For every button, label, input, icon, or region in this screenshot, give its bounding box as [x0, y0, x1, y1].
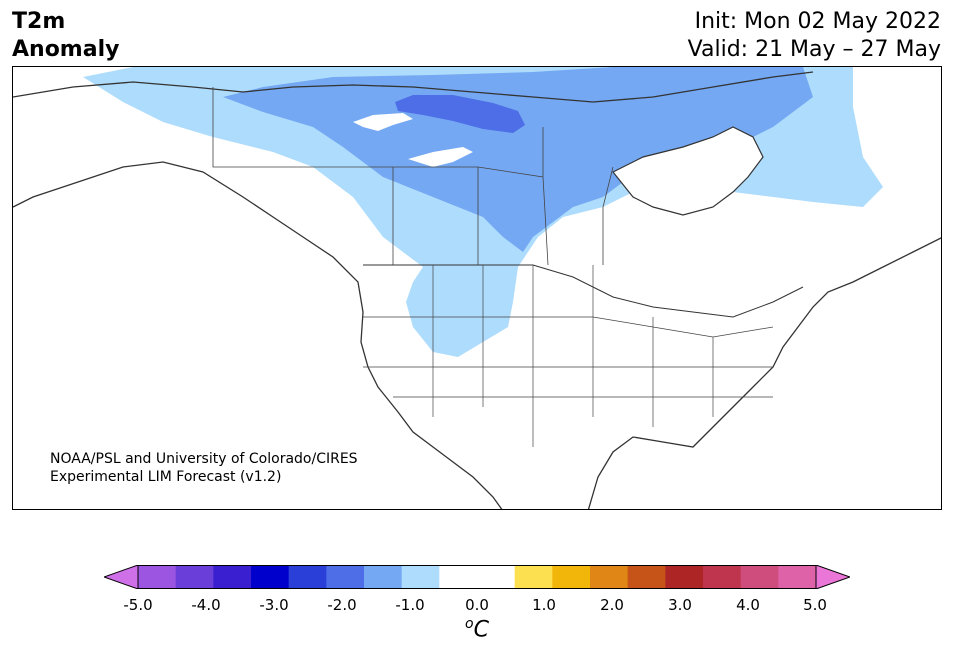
unit-degree: o	[465, 616, 474, 632]
colorbar-cell	[740, 565, 779, 589]
colorbar-cells	[104, 565, 850, 589]
colorbar-cell	[477, 565, 516, 589]
tick-label: -2.0	[327, 596, 357, 614]
map-canvas	[13, 67, 941, 509]
unit-letter: C	[473, 617, 489, 643]
colorbar-cell	[514, 565, 553, 589]
credit-line2: Experimental LIM Forecast (v1.2)	[50, 469, 282, 485]
colorbar-cell	[401, 565, 440, 589]
colorbar-cell	[251, 565, 290, 589]
anomaly-dark-blue	[395, 95, 525, 133]
colorbar-cell	[703, 565, 742, 589]
tick-label: -3.0	[259, 596, 289, 614]
credit-line1: NOAA/PSL and University of Colorado/CIRE…	[50, 451, 358, 467]
colorbar-cell	[439, 565, 478, 589]
tick-label: 3.0	[668, 596, 692, 614]
arctic-coast	[13, 71, 814, 103]
colorbar-cell	[665, 565, 704, 589]
colorbar-extend-high	[815, 565, 850, 589]
colorbar-cell	[590, 565, 629, 589]
great-bear-lake	[353, 113, 413, 131]
colorbar	[104, 565, 850, 589]
map-title: T2m Anomaly	[12, 8, 119, 64]
colorbar-cell	[364, 565, 403, 589]
colorbar-unit: oC	[465, 616, 489, 642]
colorbar-cell	[326, 565, 365, 589]
tick-label: 4.0	[736, 596, 760, 614]
credit-text: NOAA/PSL and University of Colorado/CIRE…	[50, 450, 358, 486]
colorbar-cell	[778, 565, 817, 589]
title-line2: Anomaly	[12, 37, 120, 62]
colorbar-ticks: -5.0 -4.0 -3.0 -2.0 -1.0 0.0 1.0 2.0 3.0…	[0, 596, 953, 616]
colorbar-extend-low	[104, 565, 139, 589]
init-date: Init: Mon 02 May 2022	[694, 9, 941, 34]
us-canada-border	[363, 264, 804, 318]
colorbar-cell	[138, 565, 177, 589]
tick-label: 1.0	[532, 596, 556, 614]
colorbar-frame	[137, 565, 817, 589]
tick-label: 0.0	[465, 596, 489, 614]
canada-provinces	[212, 87, 614, 266]
valid-range: Valid: 21 May – 27 May	[687, 37, 941, 62]
coastline-west	[13, 161, 503, 509]
title-line1: T2m	[12, 9, 66, 34]
colorbar-cell	[627, 565, 666, 589]
hudson-bay	[612, 126, 764, 216]
hudson-bay-region	[408, 147, 473, 167]
tick-label: 5.0	[803, 596, 827, 614]
tick-label: -4.0	[191, 596, 221, 614]
tick-label: -5.0	[123, 596, 153, 614]
tick-label: -1.0	[395, 596, 425, 614]
colorbar-cell	[288, 565, 327, 589]
anomaly-map: NOAA/PSL and University of Colorado/CIRE…	[12, 66, 942, 510]
us-states	[363, 265, 774, 447]
colorbar-cell	[175, 565, 214, 589]
anomaly-mid-blue	[223, 67, 813, 252]
colorbar-cell	[213, 565, 252, 589]
forecast-dates: Init: Mon 02 May 2022 Valid: 21 May – 27…	[688, 8, 941, 64]
coastline-east	[587, 237, 941, 509]
colorbar-cell	[552, 565, 591, 589]
tick-label: 2.0	[600, 596, 624, 614]
